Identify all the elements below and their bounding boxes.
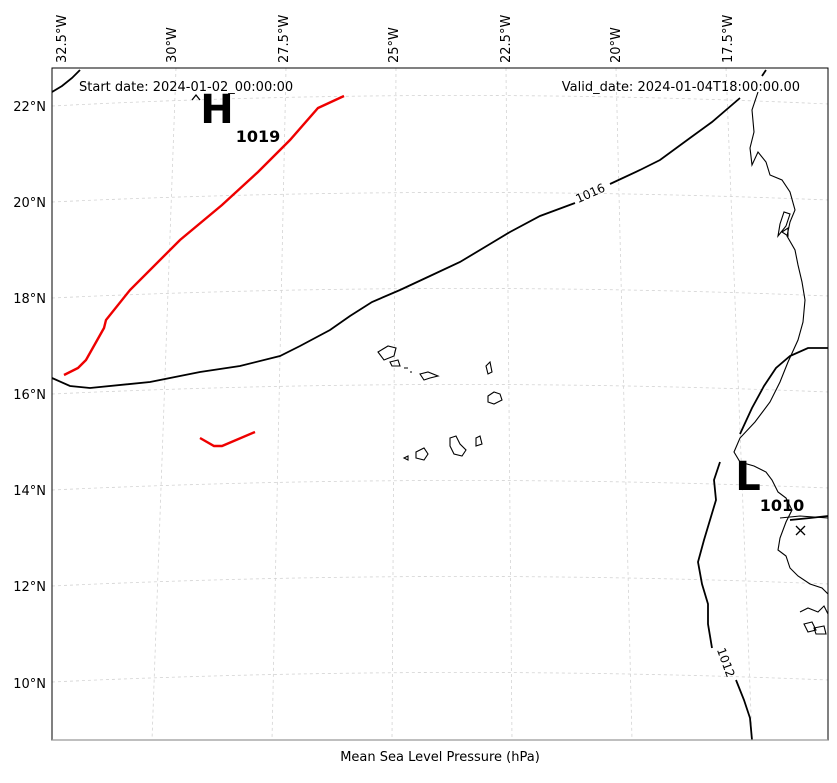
african-coastline: [733, 91, 829, 595]
contour-label-1016: 1016: [574, 181, 608, 206]
isobar-1020-red-small: [199, 430, 256, 448]
lon-tick-label: 20°W: [609, 27, 624, 63]
meridian-17-5w: [725, 67, 753, 741]
isobar-1012-east: [789, 515, 829, 521]
coastlines: [377, 91, 829, 635]
parallel-20n: [51, 192, 829, 203]
lat-tick-label: 10°N: [13, 677, 46, 692]
low-pressure-value: 1010: [760, 496, 805, 515]
lon-tick-label: 25°W: [387, 27, 402, 63]
high-pressure-value: 1019: [236, 127, 281, 146]
meridian-20w: [615, 67, 633, 741]
isobar-1016-east: [739, 69, 828, 435]
latitude-ticks: 22°N 20°N 18°N 16°N 14°N 12°N 10°N: [13, 100, 46, 692]
parallel-22n: [51, 95, 829, 107]
map-frame: [51, 67, 829, 741]
lon-tick-label: 27.5°W: [277, 15, 292, 63]
coast-inlet: [777, 211, 791, 238]
parallel-14n: [51, 480, 829, 491]
parallel-16n: [51, 384, 829, 395]
lon-tick-label: 17.5°W: [721, 15, 736, 63]
meridian-25w: [391, 67, 397, 741]
meridian-30w: [151, 67, 177, 741]
pressure-centers: H 1019 L 1010: [191, 87, 806, 536]
island-sao-nicolau: [419, 371, 440, 381]
isobar-1016: [51, 69, 741, 389]
isobar-1020-red: [63, 94, 345, 377]
isobar-1012: [697, 461, 753, 741]
island-brava: [402, 455, 409, 461]
lat-tick-label: 22°N: [13, 100, 46, 115]
parallel-10n: [51, 672, 829, 683]
low-pressure-letter: L: [735, 454, 761, 500]
lat-tick-label: 12°N: [13, 580, 46, 595]
low-center-marker: [795, 525, 806, 536]
meridian-22-5w: [505, 67, 513, 741]
parallel-18n: [51, 288, 829, 299]
lat-tick-label: 14°N: [13, 484, 46, 499]
island-sal: [485, 360, 493, 375]
parallel-12n: [51, 576, 829, 587]
island-fogo: [415, 447, 429, 461]
guinea-coast: [799, 605, 829, 635]
island-boa-vista: [487, 391, 503, 405]
lat-tick-label: 18°N: [13, 292, 46, 307]
contour-labels: 1016 1012: [574, 181, 738, 680]
island-maio: [475, 435, 483, 447]
island-santiago: [449, 435, 467, 457]
valid-date-label: Valid_date: 2024-01-04T18:00:00.00: [562, 80, 800, 95]
isobars: [51, 69, 829, 741]
high-pressure-letter: H: [200, 87, 233, 133]
lat-tick-label: 16°N: [13, 388, 46, 403]
meridian-27-5w: [271, 67, 287, 741]
lat-tick-label: 20°N: [13, 196, 46, 211]
coast-inlet-small: [781, 226, 789, 238]
lon-tick-label: 22.5°W: [499, 15, 514, 63]
longitude-ticks: 32.5°W 30°W 27.5°W 25°W 22.5°W 20°W 17.5…: [55, 15, 736, 63]
contour-label-1012: 1012: [714, 646, 738, 679]
start-date-label: Start date: 2024-01-02_00:00:00: [79, 80, 293, 95]
island-sao-vicente: [389, 359, 401, 367]
island-santa-luzia: [404, 367, 412, 373]
x-axis-label: Mean Sea Level Pressure (hPa): [340, 750, 540, 765]
gridlines: [51, 67, 829, 741]
island-santo-antao: [377, 345, 397, 361]
lon-tick-label: 30°W: [165, 27, 180, 63]
high-center-marker: [191, 93, 201, 101]
lon-tick-label: 32.5°W: [55, 15, 70, 63]
